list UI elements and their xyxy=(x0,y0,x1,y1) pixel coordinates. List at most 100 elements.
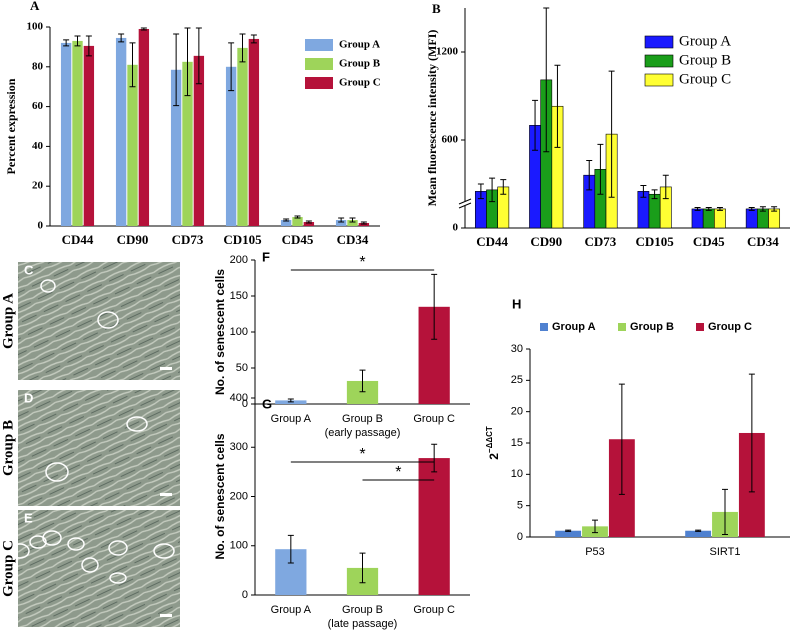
y-axis-label: 2−ΔΔCT xyxy=(485,426,501,460)
error-bar xyxy=(662,174,669,200)
panel-label: D xyxy=(24,390,33,405)
bar xyxy=(280,220,292,226)
micrograph-panel: D Group B xyxy=(0,390,180,506)
x-tick-label: CD73 xyxy=(172,232,204,247)
error-bar xyxy=(305,220,312,224)
bar xyxy=(127,64,138,226)
bar xyxy=(702,208,715,229)
x-tick-label: Group A xyxy=(271,413,312,425)
y-tick-label: 20 xyxy=(32,180,44,192)
bar xyxy=(685,530,712,537)
micrograph xyxy=(18,390,180,506)
error-bar xyxy=(359,369,366,393)
error-bar xyxy=(195,27,202,85)
error-bar xyxy=(477,183,484,200)
error-bar xyxy=(359,552,366,584)
error-bar xyxy=(129,42,136,88)
y-tick-label: 600 xyxy=(442,134,459,146)
highlight-circle xyxy=(29,535,47,549)
x-tick-label: CD73 xyxy=(585,234,617,249)
panel-label: H xyxy=(512,296,521,311)
bar xyxy=(648,193,661,229)
highlight-circle xyxy=(67,537,85,551)
panel-label: C xyxy=(24,262,34,277)
legend-label: Group B xyxy=(630,321,674,333)
highlight-circle xyxy=(126,416,148,432)
highlight-circle xyxy=(40,279,56,293)
y-tick-label: 10 xyxy=(511,468,523,480)
highlight-circle xyxy=(97,311,119,329)
legend-swatch xyxy=(644,73,674,87)
y-tick-label: 60 xyxy=(32,100,44,112)
error-bar xyxy=(748,206,755,211)
error-bar xyxy=(360,221,367,225)
error-bar xyxy=(431,273,438,340)
bar xyxy=(182,61,193,227)
error-bar xyxy=(338,217,345,223)
error-bar xyxy=(173,33,180,107)
micrograph xyxy=(18,262,180,380)
significance-label: * xyxy=(359,254,365,271)
significance-label: * xyxy=(395,464,401,481)
x-tick-label: CD44 xyxy=(62,232,94,247)
bar xyxy=(237,47,248,226)
y-tick-label: 0 xyxy=(242,398,248,410)
bar xyxy=(72,40,83,227)
x-tick-label: CD34 xyxy=(747,234,779,249)
error-bar xyxy=(554,64,561,148)
scale-bar xyxy=(160,367,172,370)
y-tick-label: 0 xyxy=(517,531,523,543)
bar xyxy=(292,217,303,226)
y-tick-label: 15 xyxy=(511,437,523,449)
x-tick-label: P53 xyxy=(585,546,605,558)
error-bar xyxy=(640,184,647,198)
y-tick-label: 1200 xyxy=(436,46,459,58)
error-bar xyxy=(651,189,658,200)
scale-bar xyxy=(160,493,172,496)
y-tick-label: 30 xyxy=(511,343,523,355)
legend-label: Group C xyxy=(708,321,752,333)
x-tick-label: Group A xyxy=(271,604,312,616)
legend-label: Group B xyxy=(339,58,381,70)
chart: G 0 100 200 300 400 No. of senescent cells Grou… xyxy=(213,392,470,630)
panel-label: B xyxy=(432,1,441,16)
error-bar xyxy=(500,179,507,195)
x-tick-label: CD90 xyxy=(530,234,562,249)
y-tick-label: 200 xyxy=(230,254,248,266)
legend-swatch xyxy=(305,39,333,51)
error-bar xyxy=(592,519,598,534)
legend-label: Group C xyxy=(679,71,731,87)
bar xyxy=(555,530,582,537)
x-tick-label: Group B xyxy=(342,604,383,616)
legend-swatch xyxy=(696,323,704,331)
y-tick-label: 100 xyxy=(27,21,44,33)
micrograph xyxy=(18,510,180,627)
highlight-circle xyxy=(81,557,99,573)
legend-swatch xyxy=(540,323,548,331)
error-bar xyxy=(565,529,572,532)
bar xyxy=(347,220,358,226)
y-tick-label: 0 xyxy=(453,222,459,234)
y-tick-label: 0 xyxy=(38,220,44,232)
error-bar xyxy=(532,99,539,151)
y-tick-label: 100 xyxy=(230,540,248,552)
highlight-circle xyxy=(45,462,69,482)
bar xyxy=(170,69,182,226)
x-tick-label: CD105 xyxy=(635,234,674,249)
y-tick-label: 200 xyxy=(230,490,248,502)
error-bar xyxy=(618,383,625,495)
panel-label: E xyxy=(24,510,33,525)
bar xyxy=(248,38,260,226)
axis-break-gap xyxy=(459,201,471,206)
bar xyxy=(768,208,781,229)
x-tick-label: SIRT1 xyxy=(710,546,741,558)
bar xyxy=(714,208,726,229)
significance-label: * xyxy=(359,446,365,463)
highlight-circle xyxy=(42,530,62,546)
x-axis-label: (early passage) xyxy=(325,427,401,439)
x-tick-label: CD45 xyxy=(282,232,314,247)
error-bar xyxy=(184,27,191,97)
error-bar xyxy=(287,534,294,564)
